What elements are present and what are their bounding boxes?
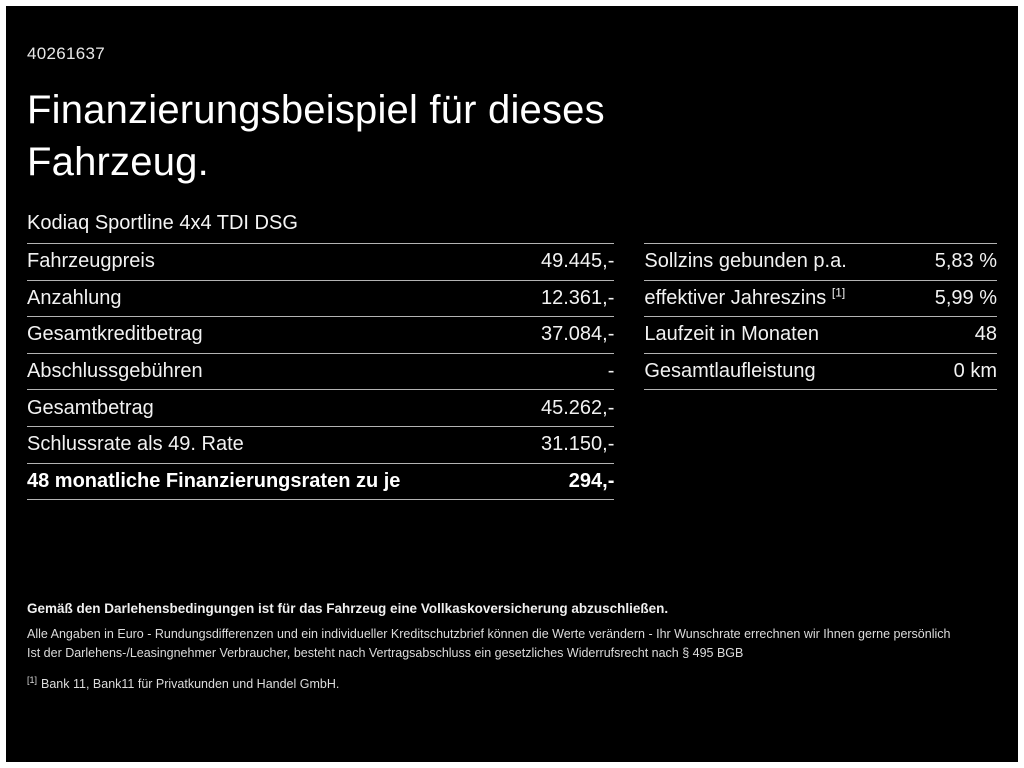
row-value: 48 [974,323,997,346]
footnote-ref-icon: [1] [831,285,846,300]
finance-table-left: Fahrzeugpreis 49.445,- Anzahlung 12.361,… [27,243,615,501]
footnote-ref-marker: [1] [27,675,38,685]
row-label: Gesamtbetrag [27,396,154,419]
row-label: 48 monatliche Finanzierungsraten zu je [27,469,401,492]
document-id: 40261637 [27,44,106,63]
footnote-bank-text: Bank 11, Bank11 für Privatkunden und Han… [41,677,340,692]
table-row-fahrzeugpreis: Fahrzeugpreis 49.445,- [27,243,615,280]
table-row-gesamtlaufleistung: Gesamtlaufleistung 0 km [644,352,997,390]
row-value: 5,99 % [934,286,997,309]
footnote-euro-disclaimer: Alle Angaben in Euro - Rundungsdifferenz… [27,627,951,641]
table-row-sollzins: Sollzins gebunden p.a. 5,83 % [644,243,997,280]
table-row-laufzeit: Laufzeit in Monaten 48 [644,316,997,353]
row-value: 0 km [953,360,997,383]
financing-slide: 40261637 Finanzierungsbeispiel für diese… [6,6,1018,762]
table-row-effektiver-jahreszins: effektiver Jahreszins [1] 5,99 % [644,279,997,317]
row-label: Anzahlung [27,286,122,309]
table-row-gesamtkreditbetrag: Gesamtkreditbetrag 37.084,- [27,316,615,353]
finance-table-right: Sollzins gebunden p.a. 5,83 % effektiver… [644,243,997,391]
table-row-anzahlung: Anzahlung 12.361,- [27,279,615,317]
row-label: Abschlussgebühren [27,360,203,383]
footnotes: Gemäß den Darlehensbedingungen ist für d… [27,601,997,694]
row-label: Gesamtkreditbetrag [27,323,203,346]
row-value: - [607,360,615,383]
row-label: Laufzeit in Monaten [644,323,819,346]
table-row-monatsrate: 48 monatliche Finanzierungsraten zu je 2… [27,462,615,500]
vehicle-name: Kodiaq Sportline 4x4 TDI DSG [27,212,298,234]
footnote-bank: [1] Bank 11, Bank11 für Privatkunden und … [27,671,997,694]
row-label-text: effektiver Jahreszins [644,286,827,309]
row-label: effektiver Jahreszins [1] [644,285,846,310]
row-value: 31.150,- [540,433,615,456]
row-label: Sollzins gebunden p.a. [644,250,847,273]
page-title: Finanzierungsbeispiel für dieses Fahrzeu… [27,88,605,184]
row-label: Schlussrate als 49. Rate [27,433,244,456]
footnote-insurance: Gemäß den Darlehensbedingungen ist für d… [27,601,669,616]
table-row-abschlussgebuehren: Abschlussgebühren - [27,352,615,390]
row-label: Fahrzeugpreis [27,250,155,273]
table-row-gesamtbetrag: Gesamtbetrag 45.262,- [27,389,615,426]
footnote-widerrufsrecht: Ist der Darlehens-/Leasingnehmer Verbrau… [27,646,744,660]
row-value: 12.361,- [540,286,615,309]
finance-tables: Fahrzeugpreis 49.445,- Anzahlung 12.361,… [27,243,997,501]
row-value: 45.262,- [540,396,615,419]
row-value: 37.084,- [540,323,615,346]
row-value: 294,- [568,469,615,492]
row-value: 49.445,- [540,250,615,273]
table-row-schlussrate: Schlussrate als 49. Rate 31.150,- [27,425,615,463]
row-label: Gesamtlaufleistung [644,360,816,383]
row-value: 5,83 % [934,250,997,273]
